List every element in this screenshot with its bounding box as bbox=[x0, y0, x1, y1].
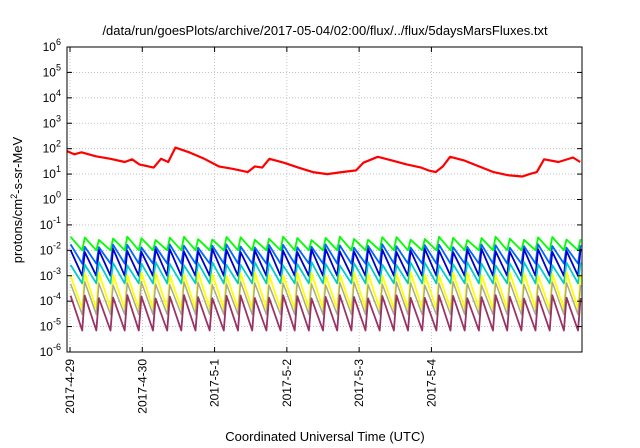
y-tick-label: 10-4 bbox=[40, 291, 61, 308]
y-tick-label: 104 bbox=[43, 88, 61, 105]
y-tick-label: 103 bbox=[43, 113, 61, 130]
y-axis-label-exponent: 2 bbox=[9, 194, 19, 199]
series-line-7 bbox=[69, 294, 582, 332]
y-tick-label: 10-2 bbox=[40, 240, 61, 257]
x-tick-label: 2017-5-4 bbox=[424, 359, 438, 407]
series-line-4 bbox=[69, 261, 582, 285]
x-axis-ticks: 2017-4-29 2017-4-30 2017-5-1 2017-5-2 2017-5… bbox=[63, 47, 438, 414]
series-lines bbox=[66, 146, 582, 332]
series-line-3 bbox=[69, 247, 582, 277]
series-line-2 bbox=[69, 243, 582, 265]
series-line-5 bbox=[69, 271, 582, 310]
y-tick-label: 105 bbox=[43, 62, 61, 79]
series-line-0 bbox=[66, 146, 581, 178]
y-tick-label: 10-6 bbox=[40, 342, 61, 359]
x-tick-label: 2017-4-29 bbox=[63, 359, 77, 414]
x-tick-label: 2017-5-3 bbox=[352, 359, 366, 407]
y-tick-label: 100 bbox=[43, 190, 61, 207]
y-tick-label: 106 bbox=[43, 37, 61, 54]
y-tick-label: 102 bbox=[43, 139, 61, 156]
series-line-1 bbox=[69, 235, 582, 252]
x-axis-label: Coordinated Universal Time (UTC) bbox=[225, 429, 424, 444]
y-tick-label: 10-3 bbox=[40, 266, 61, 283]
y-axis-ticks: 10-6 10-5 10-4 10-3 10-2 10-1 100 101 102 103 104 1… bbox=[40, 37, 582, 359]
x-tick-label: 2017-5-1 bbox=[208, 359, 222, 407]
y-axis-label-unit: protons/cm bbox=[10, 199, 25, 263]
chart-title: /data/run/goesPlots/archive/2017-05-04/0… bbox=[102, 23, 548, 38]
y-axis-label: protons/cm2-s-sr-MeV bbox=[9, 136, 25, 263]
y-tick-label: 101 bbox=[43, 164, 61, 181]
x-tick-label: 2017-5-2 bbox=[280, 359, 294, 407]
x-tick-label: 2017-4-30 bbox=[135, 359, 149, 414]
y-tick-label: 10-1 bbox=[40, 215, 61, 232]
y-tick-label: 10-5 bbox=[40, 317, 61, 334]
y-axis-label-rest: -s-sr-MeV bbox=[10, 136, 25, 193]
series-line-6 bbox=[69, 281, 582, 316]
